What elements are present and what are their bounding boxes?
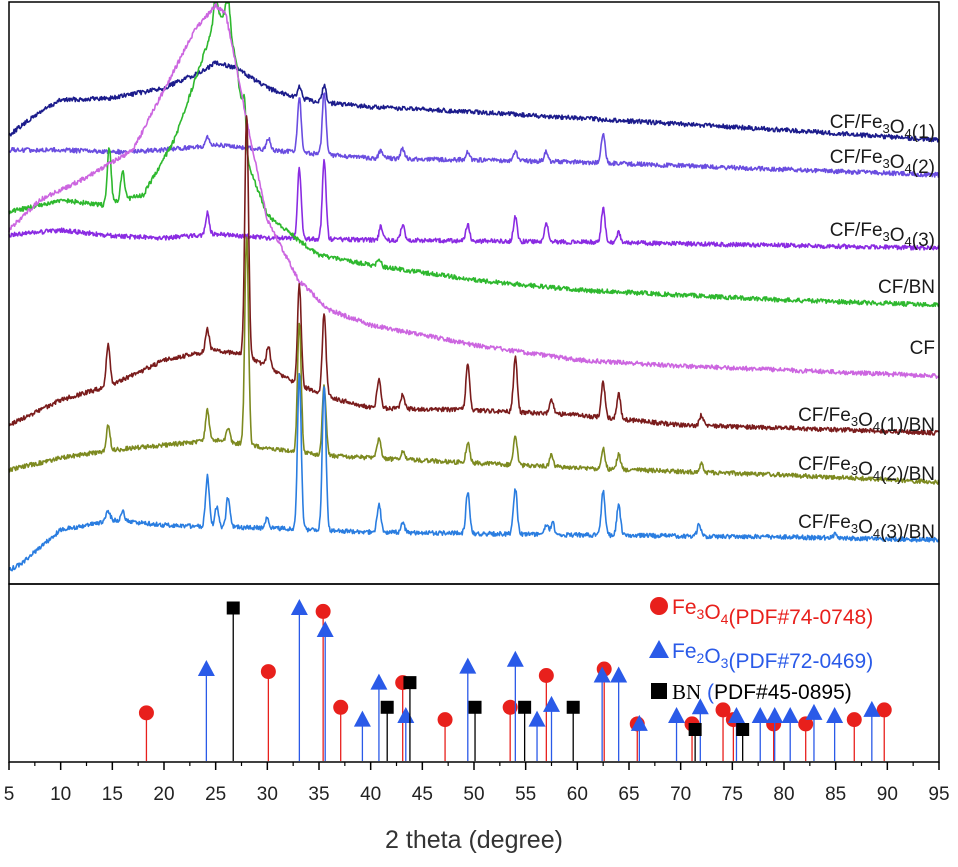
ref-marker-circle	[846, 712, 862, 728]
ref-marker-triangle	[751, 707, 769, 723]
upper-panel: CF/Fe3O4(1) CF/Fe3O4(2) CF/Fe3O4(3) CF/BN CF…	[8, 1, 940, 585]
x-tick-label: 70	[670, 784, 691, 805]
ref-marker-circle	[315, 603, 331, 619]
upper-series-group	[8, 2, 940, 572]
ref-marker-square	[380, 700, 394, 714]
ref-marker-circle	[798, 716, 814, 732]
ref-marker-circle	[538, 668, 554, 683]
x-tick-label: 80	[773, 784, 794, 805]
x-tick-label: 85	[825, 784, 846, 805]
ref-marker-circle	[138, 705, 154, 721]
ref-marker-triangle	[610, 666, 628, 683]
series-label-7: CF/Fe3O4(2)/BN	[798, 454, 935, 485]
ref-marker-triangle	[370, 673, 388, 690]
ref-marker-triangle	[691, 698, 709, 715]
ref-marker-triangle	[506, 650, 524, 667]
x-tick-label: 5	[4, 784, 15, 805]
ref-marker-triangle	[543, 695, 560, 712]
series-label-8: CF/Fe3O4(3)/BN	[798, 512, 935, 543]
lower-panel: Fe3O4(PDF#74-0748) Fe2O3(PDF#72-0469) BN (…	[8, 583, 940, 763]
ref-marker-square	[566, 700, 580, 714]
series-label-3: CF/Fe3O4(3)	[830, 220, 935, 251]
x-axis-label: 2 theta (degree)	[385, 826, 563, 854]
series-line-7	[8, 236, 940, 485]
ref-marker-triangle	[863, 700, 881, 717]
ref-marker-circle	[715, 702, 731, 718]
series-label-5: CF	[910, 338, 935, 359]
legend-label-2: Fe2O3(PDF#72-0469)	[672, 640, 873, 673]
x-tick-label: 65	[618, 784, 639, 805]
reference-legend: Fe3O4(PDF#74-0748) Fe2O3(PDF#72-0469) BN (…	[649, 596, 873, 704]
ref-marker-triangle	[397, 707, 415, 723]
legend-marker-circle	[650, 597, 668, 615]
ref-marker-square	[688, 723, 702, 736]
series-label-6: CF/Fe3O4(1)/BN	[798, 405, 935, 436]
ref-marker-triangle	[826, 707, 844, 723]
x-tick-label: 90	[877, 784, 898, 805]
x-tick-label: 75	[722, 784, 743, 805]
ref-marker-circle	[333, 699, 349, 715]
x-tick-label: 35	[308, 784, 329, 805]
ref-marker-triangle	[316, 621, 334, 638]
ref-marker-triangle	[766, 707, 784, 723]
ref-marker-triangle	[727, 707, 745, 723]
series-line-5	[8, 2, 940, 379]
ref-marker-circle	[876, 702, 892, 718]
ref-marker-triangle	[805, 703, 823, 720]
ref-marker-triangle	[528, 710, 546, 727]
ref-marker-square	[736, 723, 750, 736]
ref-marker-triangle	[593, 666, 611, 683]
x-tick-label: 20	[153, 784, 174, 805]
x-tick-label: 50	[463, 784, 484, 805]
ref-marker-square	[403, 676, 417, 690]
ref-marker-triangle	[630, 714, 648, 731]
ref-marker-square	[226, 601, 240, 615]
x-tick-label: 25	[205, 784, 226, 805]
x-tick-label: 30	[257, 784, 278, 805]
x-axis: 5 10 15 20 25 30 35 40 45 50 55 60 65 70 75 80 85 90 95	[4, 762, 950, 805]
x-tick-label: 60	[567, 784, 588, 805]
ref-marker-square	[468, 700, 482, 714]
ref-marker-circle	[502, 699, 518, 715]
x-tick-label: 10	[50, 784, 71, 805]
series-line-2	[8, 92, 940, 178]
series-line-6	[8, 115, 940, 436]
x-tick-label: 55	[515, 784, 536, 805]
ref-marker-triangle	[353, 710, 371, 727]
series-line-1	[8, 60, 940, 143]
legend-label-1: Fe3O4(PDF#74-0748)	[672, 596, 873, 629]
series-line-8	[8, 372, 940, 572]
ref-marker-triangle	[668, 707, 686, 723]
legend-marker-triangle	[649, 640, 669, 658]
series-label-1: CF/Fe3O4(1)	[830, 112, 935, 143]
legend-label-3: BN (PDF#45-0895)	[672, 680, 852, 704]
series-line-4	[8, 2, 940, 308]
ref-marker-triangle	[290, 599, 308, 615]
reference-stems	[138, 599, 892, 761]
series-label-4: CF/BN	[878, 277, 935, 298]
ref-marker-square	[518, 700, 532, 714]
ref-marker-triangle	[781, 707, 799, 723]
series-line-3	[8, 158, 940, 251]
x-tick-label: 40	[360, 784, 381, 805]
ref-marker-triangle	[459, 657, 477, 674]
legend-marker-square	[651, 683, 667, 699]
ref-marker-triangle	[197, 660, 215, 677]
series-label-2: CF/Fe3O4(2)	[830, 147, 935, 178]
ref-marker-circle	[260, 664, 276, 680]
x-tick-label: 15	[102, 784, 123, 805]
ref-marker-circle	[437, 712, 453, 728]
upper-plot-frame	[8, 1, 940, 585]
series-labels: CF/Fe3O4(1) CF/Fe3O4(2) CF/Fe3O4(3) CF/BN CF…	[798, 112, 935, 543]
x-tick-label: 95	[928, 784, 949, 805]
x-tick-label: 45	[412, 784, 433, 805]
